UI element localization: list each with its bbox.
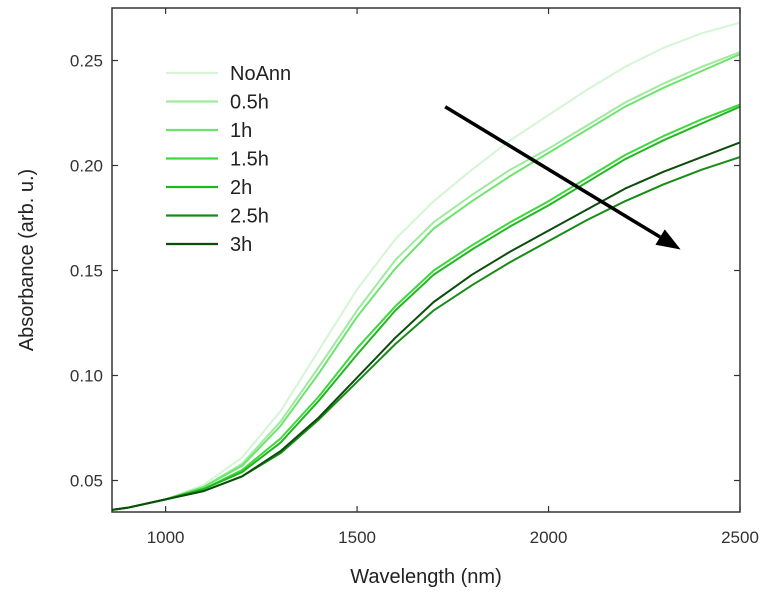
x-tick-label: 2500 — [721, 528, 759, 547]
series-line-NoAnn — [111, 21, 741, 511]
y-tick-label: 0.10 — [70, 367, 103, 386]
y-axis-title: Absorbance (arb. u.) — [16, 169, 38, 351]
x-axis-title: Wavelength (nm) — [350, 566, 502, 588]
y-tick-label: 0.20 — [70, 157, 103, 176]
trend-arrow-head — [655, 229, 681, 250]
legend-label-3h: 3h — [230, 234, 252, 256]
legend-label-2.5h: 2.5h — [230, 206, 269, 228]
legend-label-1.5h: 1.5h — [230, 149, 269, 171]
y-tick-label: 0.05 — [70, 472, 103, 491]
series-layer — [111, 21, 741, 511]
x-tick-label: 1500 — [338, 528, 376, 547]
series-line-2h — [111, 105, 741, 511]
annotation-layer — [444, 105, 681, 250]
y-tick-label: 0.15 — [70, 262, 103, 281]
x-tick-label: 2000 — [530, 528, 568, 547]
legend-label-2h: 2h — [230, 177, 252, 199]
legend-label-1h: 1h — [230, 120, 252, 142]
legend: NoAnn 0.5h 1h 1.5h 2h 2.5h 3h — [166, 63, 291, 256]
legend-label-0.5h: 0.5h — [230, 92, 269, 114]
axis-ticks: 1000 1500 2000 2500 0.05 0.10 0.15 0.20 0.25 — [70, 8, 759, 547]
series-line-3h — [111, 141, 741, 511]
series-line-1h — [111, 53, 741, 511]
plot-frame — [111, 7, 741, 513]
x-tick-label: 1000 — [147, 528, 185, 547]
series-line-1.5h — [111, 103, 741, 511]
y-tick-label: 0.25 — [70, 52, 103, 71]
trend-arrow-shaft — [444, 105, 662, 239]
legend-label-NoAnn: NoAnn — [230, 63, 291, 85]
